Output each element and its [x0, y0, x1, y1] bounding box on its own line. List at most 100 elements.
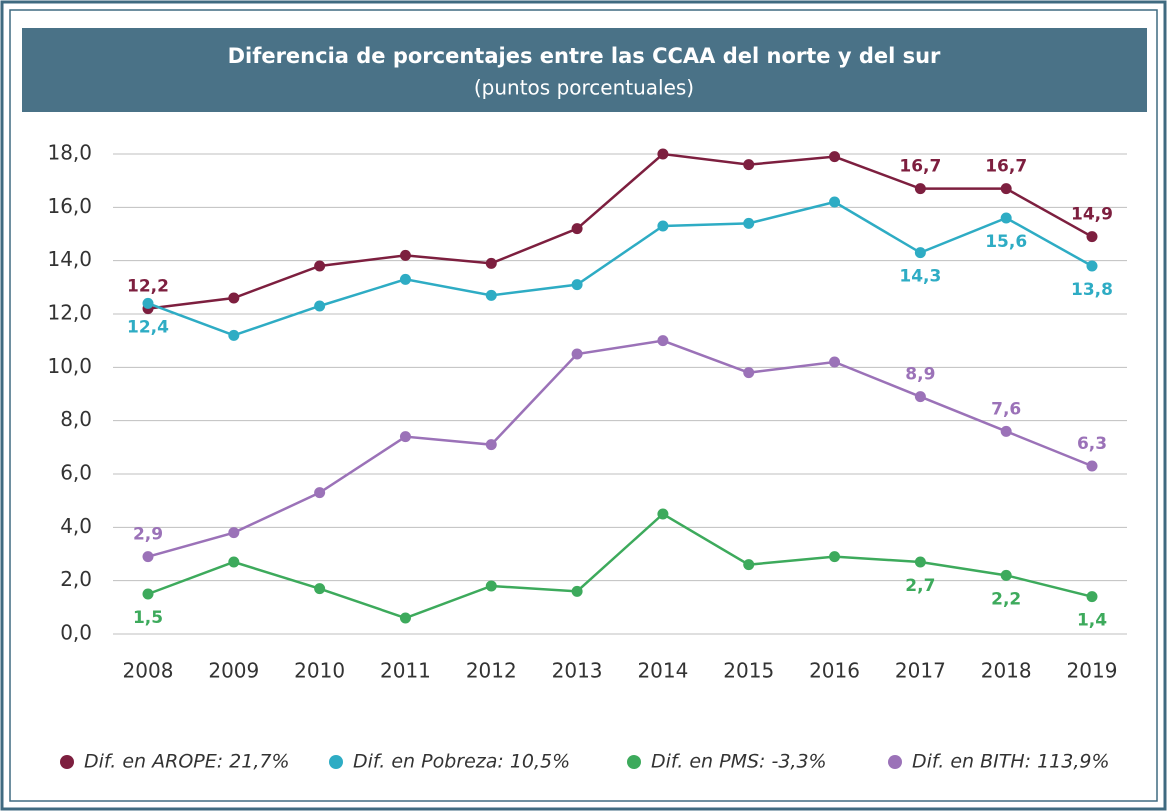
data-label: 14,3: [899, 267, 941, 287]
data-point: [228, 329, 240, 341]
data-point: [314, 583, 326, 595]
data-point: [485, 257, 497, 269]
legend-label: Dif. en BITH: 113,9%: [912, 751, 1110, 773]
data-point: [142, 588, 154, 600]
series-line: [147, 512, 1093, 620]
data-label: 12,2: [127, 277, 169, 297]
data-point: [314, 260, 326, 272]
data-label: 13,8: [1071, 280, 1113, 300]
x-tick-label: 2012: [466, 659, 517, 683]
x-tick-label: 2010: [294, 659, 345, 683]
data-point: [142, 551, 154, 563]
y-tick-label: 4,0: [60, 514, 92, 538]
y-tick-label: 16,0: [47, 194, 92, 218]
data-label: 2,9: [133, 525, 163, 545]
legend-marker: [329, 755, 343, 769]
data-point: [314, 300, 326, 312]
legend-marker: [888, 755, 902, 769]
data-point: [399, 249, 411, 261]
data-point: [485, 289, 497, 301]
legend-label: Dif. en AROPE: 21,7%: [84, 751, 290, 773]
x-tick-label: 2018: [981, 659, 1032, 683]
data-point: [314, 487, 326, 499]
data-point: [228, 292, 240, 304]
data-label: 1,4: [1077, 611, 1107, 631]
y-tick-label: 6,0: [60, 461, 92, 485]
y-tick-label: 10,0: [47, 354, 92, 378]
data-point: [1000, 212, 1012, 224]
data-point: [657, 335, 669, 347]
data-label: 12,4: [127, 317, 169, 337]
data-label: 6,3: [1077, 434, 1107, 454]
y-tick-label: 0,0: [60, 621, 92, 645]
x-tick-label: 2011: [380, 659, 431, 683]
data-label: 7,6: [991, 399, 1021, 419]
data-label: 15,6: [985, 232, 1027, 252]
data-point: [743, 217, 755, 229]
data-point: [829, 356, 841, 368]
data-point: [829, 196, 841, 208]
x-tick-label: 2015: [723, 659, 774, 683]
data-point: [571, 279, 583, 291]
data-point: [743, 159, 755, 171]
data-point: [571, 585, 583, 597]
y-tick-label: 14,0: [47, 247, 92, 271]
data-point: [1000, 183, 1012, 195]
y-tick-label: 8,0: [60, 407, 92, 431]
data-point: [485, 439, 497, 451]
x-tick-label: 2009: [208, 659, 259, 683]
data-point: [399, 273, 411, 285]
data-point: [743, 559, 755, 571]
data-point: [1086, 260, 1098, 272]
data-point: [657, 508, 669, 520]
data-label: 16,7: [985, 157, 1027, 177]
x-tick-label: 2017: [895, 659, 946, 683]
y-tick-label: 12,0: [47, 301, 92, 325]
title-band: [22, 28, 1147, 112]
y-tick-label: 18,0: [47, 141, 92, 165]
data-point: [829, 151, 841, 163]
data-label: 16,7: [899, 157, 941, 177]
data-point: [399, 431, 411, 443]
data-point: [914, 183, 926, 195]
x-tick-label: 2016: [809, 659, 860, 683]
x-tick-label: 2013: [552, 659, 603, 683]
series-line: [147, 339, 1093, 558]
y-tick-label: 2,0: [60, 567, 92, 591]
data-label: 14,9: [1071, 205, 1113, 225]
legend-label: Dif. en Pobreza: 10,5%: [353, 751, 570, 773]
data-label: 8,9: [905, 365, 935, 385]
data-point: [657, 148, 669, 160]
data-point: [228, 556, 240, 568]
data-label: 2,7: [905, 576, 935, 596]
chart-subtitle: (puntos porcentuales): [474, 76, 694, 100]
data-point: [228, 527, 240, 539]
data-point: [743, 367, 755, 379]
data-label: 1,5: [133, 608, 163, 628]
data-point: [1000, 569, 1012, 581]
series-line: [147, 152, 1093, 310]
inner-frame: [9, 9, 1158, 802]
legend-label: Dif. en PMS: -3,3%: [651, 751, 827, 773]
legend-marker: [627, 755, 641, 769]
data-label: 2,2: [991, 589, 1021, 609]
chart-title: Diferencia de porcentajes entre las CCAA…: [228, 44, 941, 68]
data-point: [914, 247, 926, 259]
data-point: [1086, 591, 1098, 603]
data-point: [399, 612, 411, 624]
data-point: [1086, 231, 1098, 243]
data-point: [914, 556, 926, 568]
data-point: [571, 348, 583, 360]
x-tick-label: 2019: [1067, 659, 1118, 683]
data-point: [914, 391, 926, 403]
data-point: [829, 551, 841, 563]
data-point: [142, 297, 154, 309]
series-line: [147, 200, 1093, 337]
x-tick-label: 2014: [637, 659, 688, 683]
data-point: [1000, 425, 1012, 437]
data-point: [571, 223, 583, 235]
data-point: [485, 580, 497, 592]
x-tick-label: 2008: [123, 659, 174, 683]
